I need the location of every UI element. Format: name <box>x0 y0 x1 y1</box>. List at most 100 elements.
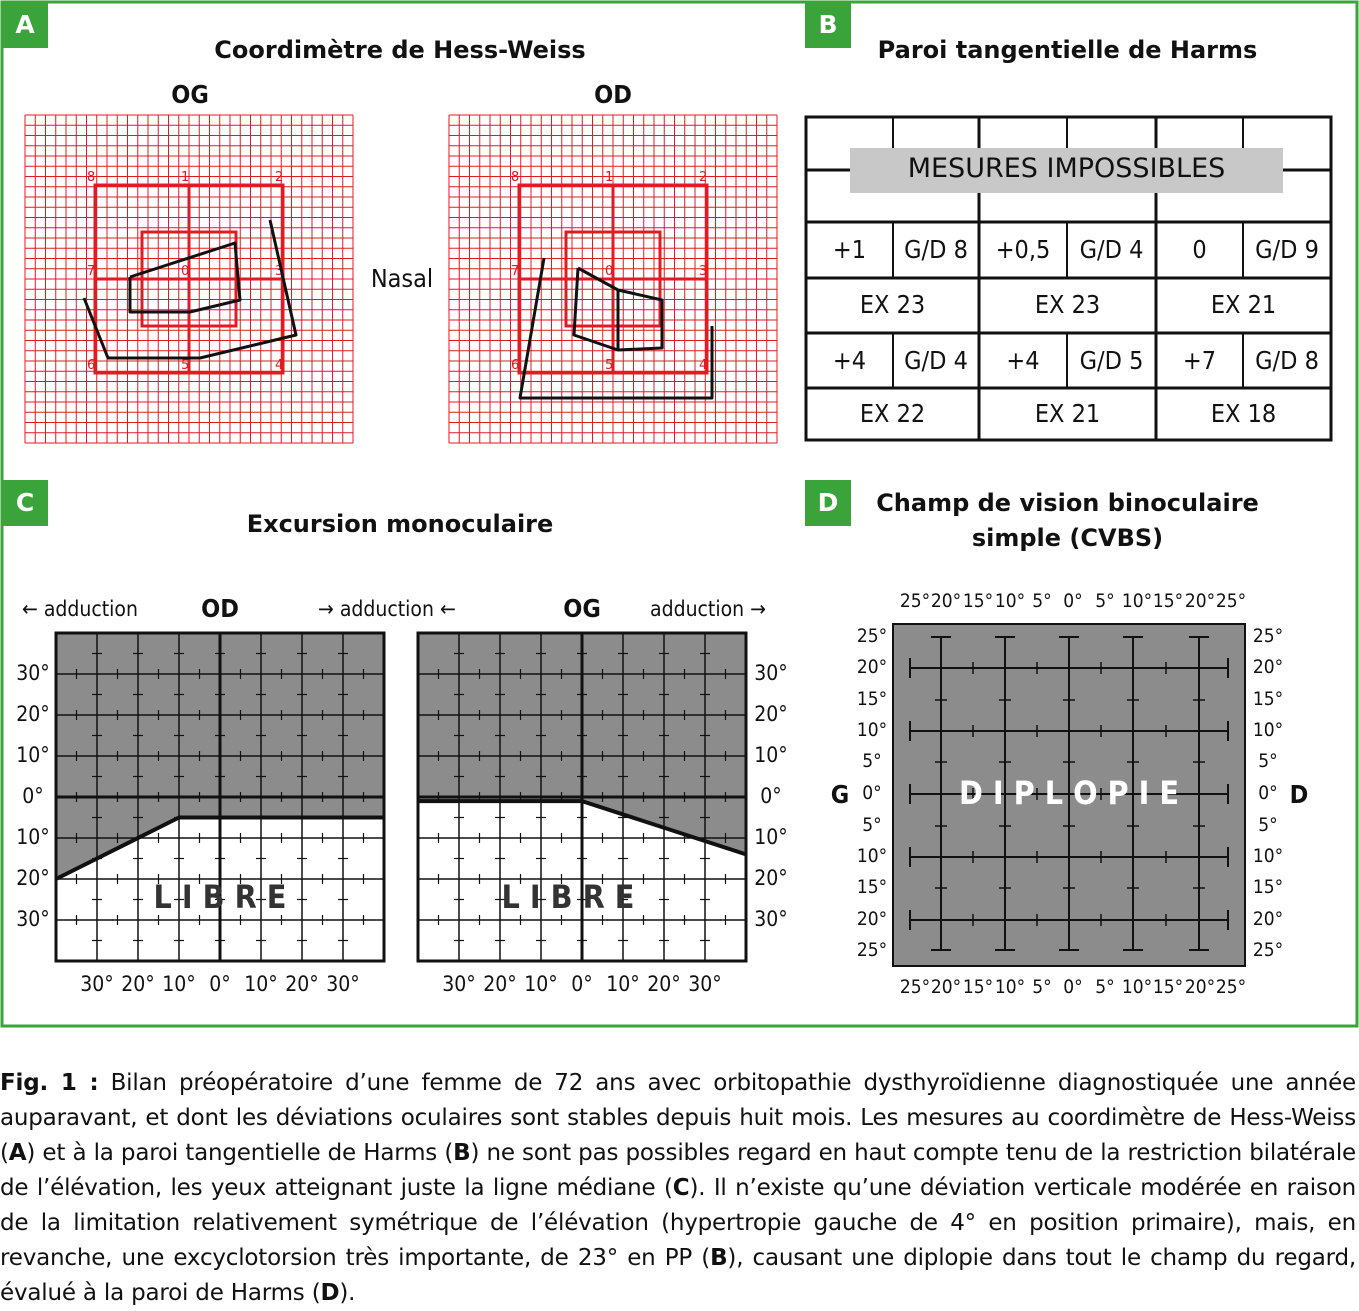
panel-b-tag: B <box>805 2 851 48</box>
point-number-8: 8 <box>511 170 519 185</box>
libre-label-og: L I B R E <box>501 878 635 916</box>
hess-grid-og: 8 1 2 7 0 3 6 5 4 <box>24 114 354 444</box>
caption-bold-c: C <box>672 1175 690 1201</box>
point-number-5: 5 <box>605 358 613 373</box>
panel-d-title: Champ de vision binoculaire simple (CVBS… <box>860 486 1275 556</box>
harms-cell: +0,5 <box>995 235 1051 264</box>
excursion-od-label: OD <box>201 594 239 623</box>
harms-cell: EX 23 <box>1034 290 1101 319</box>
x-tick-label-og: 20° <box>647 972 681 996</box>
adduction-left-label: ← adduction <box>22 597 138 621</box>
adduction-right-label: adduction → <box>650 597 766 621</box>
point-number-5: 5 <box>181 358 189 373</box>
cvbs-x-tick-bottom: 10° <box>994 976 1026 998</box>
x-tick-label-og: 20° <box>483 972 517 996</box>
cvbs-y-tick-left: 15° <box>856 688 888 710</box>
nasal-label: Nasal <box>370 264 434 293</box>
point-number-0: 0 <box>605 264 613 279</box>
cvbs-y-tick-left: 20° <box>856 656 888 678</box>
caption-bold-a: A <box>8 1140 27 1166</box>
cvbs-x-tick-top: 10° <box>994 590 1026 612</box>
cvbs-x-tick-top: 20° <box>1184 590 1216 612</box>
cvbs-x-tick-bottom: 5° <box>1095 976 1115 998</box>
y-tick-label-og: 20° <box>754 866 788 890</box>
cvbs-y-tick-left: 15° <box>856 876 888 898</box>
x-tick-label-og: 30° <box>442 972 476 996</box>
cvbs-x-tick-top: 5° <box>1095 590 1115 612</box>
cvbs-y-tick-left: 25° <box>856 625 888 647</box>
cvbs-y-tick-left: 5° <box>862 814 882 836</box>
cvbs-x-tick-bottom: 20° <box>1184 976 1216 998</box>
panel-a-tag: A <box>2 2 48 48</box>
cvbs-x-tick-bottom: 10° <box>1121 976 1153 998</box>
y-tick-label-od: 10° <box>16 825 50 849</box>
excursion-border <box>54 631 386 963</box>
x-tick-label-od: 0° <box>209 972 231 996</box>
caption-bold-d: D <box>320 1280 340 1306</box>
cvbs-y-tick-left: 25° <box>856 939 888 961</box>
cvbs-x-tick-top: 25° <box>899 590 931 612</box>
cvbs-x-tick-bottom: 25° <box>899 976 931 998</box>
point-number-3: 3 <box>699 264 707 279</box>
cvbs-y-tick-right: 15° <box>1252 688 1284 710</box>
harms-cell: EX 23 <box>859 290 926 319</box>
figure-frame: 8 1 27 0 36 5 4 8 1 27 0 36 5 4 <box>0 0 1359 1028</box>
point-number-2: 2 <box>699 170 707 185</box>
point-number-1: 1 <box>181 170 189 185</box>
cvbs-x-tick-bottom: 25° <box>1215 976 1247 998</box>
caption-bold-b2: B <box>710 1245 728 1271</box>
cvbs-x-tick-top: 10° <box>1121 590 1153 612</box>
cvbs-x-tick-top: 20° <box>930 590 962 612</box>
panel-a-title: Coordimètre de Hess-Weiss <box>214 36 586 64</box>
cvbs-y-tick-right: 10° <box>1252 719 1284 741</box>
point-number-6: 6 <box>511 358 519 373</box>
deviation-trace <box>518 257 714 400</box>
x-tick-label-od: 10° <box>162 972 196 996</box>
y-tick-label-od: 30° <box>16 661 50 685</box>
point-number-4: 4 <box>699 358 707 373</box>
x-tick-label-og: 30° <box>688 972 722 996</box>
cvbs-y-tick-left: 10° <box>856 845 888 867</box>
panel-d-title-line1: Champ de vision binoculaire <box>876 489 1259 517</box>
panel-d-tag: D <box>805 480 851 526</box>
limit-line-og <box>418 799 747 857</box>
harms-cell: G/D 4 <box>904 346 968 375</box>
harms-table <box>804 115 1333 442</box>
cvbs-x-tick-top: 0° <box>1063 590 1083 612</box>
cvbs-y-tick-left: 0° <box>862 782 882 804</box>
harms-cell: 0 <box>1192 235 1207 264</box>
point-number-0: 0 <box>181 264 189 279</box>
harms-cell: G/D 8 <box>904 235 968 264</box>
point-number-6: 6 <box>87 358 95 373</box>
cvbs-x-tick-bottom: 15° <box>962 976 994 998</box>
banner-band <box>850 148 1283 193</box>
cvbs-y-tick-right: 20° <box>1252 908 1284 930</box>
y-tick-label-od: 20° <box>16 702 50 726</box>
cvbs-y-tick-right: 25° <box>1252 939 1284 961</box>
banner-text: MESURES IMPOSSIBLES <box>907 153 1226 184</box>
caption-text-1: Bilan préopératoire d’une femme de 72 an… <box>0 1070 1356 1166</box>
cvbs-x-tick-bottom: 5° <box>1032 976 1052 998</box>
y-tick-label-og: 30° <box>754 661 788 685</box>
y-tick-label-og: 20° <box>754 702 788 726</box>
cvbs-y-tick-right: 25° <box>1252 625 1284 647</box>
excursion-chart-od <box>54 631 386 963</box>
limit-line-od <box>55 815 384 881</box>
point-number-2: 2 <box>275 170 283 185</box>
cvbs-x-tick-bottom: 0° <box>1063 976 1083 998</box>
y-tick-label-og: 10° <box>754 743 788 767</box>
harms-cell: +4 <box>832 346 867 375</box>
x-tick-label-od: 30° <box>80 972 114 996</box>
cvbs-x-tick-top: 15° <box>1152 590 1184 612</box>
caption-text-6: ). <box>339 1280 356 1306</box>
cvbs-chart <box>892 623 1246 967</box>
hess-grid-od: 8 1 2 7 0 3 6 5 4 <box>448 114 778 444</box>
figure-caption: Fig. 1 : Bilan préopératoire d’une femme… <box>0 1066 1356 1311</box>
cvbs-y-tick-right: 15° <box>1252 876 1284 898</box>
x-tick-label-og: 0° <box>571 972 593 996</box>
cvbs-y-tick-left: 20° <box>856 908 888 930</box>
harms-cell: G/D 4 <box>1079 235 1144 264</box>
cvbs-y-tick-right: 20° <box>1252 656 1284 678</box>
harms-cell: EX 22 <box>859 399 926 428</box>
caption-fig-label: Fig. 1 : <box>0 1070 99 1096</box>
